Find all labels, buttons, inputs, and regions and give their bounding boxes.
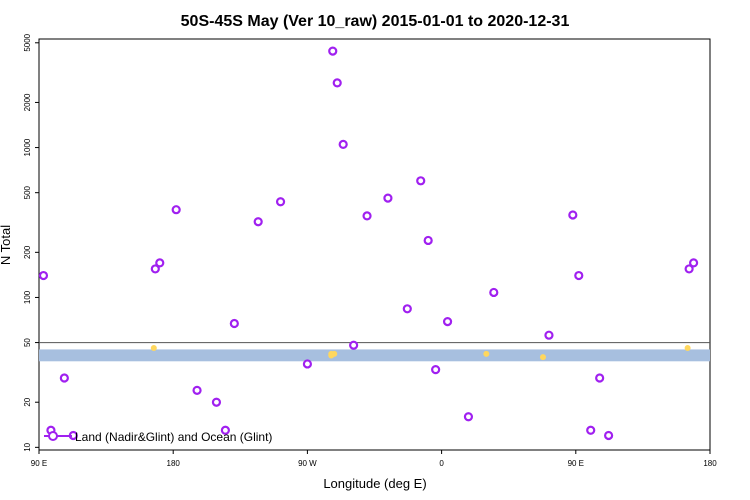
data-point-minor (539, 354, 546, 361)
y-tick-label: 20 (23, 397, 32, 406)
data-point (383, 193, 393, 203)
data-point (192, 385, 202, 395)
y-tick-label: 2000 (23, 93, 32, 111)
data-point (688, 258, 699, 268)
x-tick-label: 90 W (298, 459, 317, 468)
x-tick-label: 180 (703, 459, 717, 468)
y-tick-label: 50 (23, 338, 32, 347)
y-tick-label: 100 (23, 290, 32, 304)
data-point (253, 217, 263, 227)
data-point (155, 258, 165, 268)
data-point-minor (150, 345, 157, 352)
data-point (402, 304, 412, 314)
x-axis-label: Longitude (deg E) (323, 476, 426, 491)
y-tick-label: 200 (23, 245, 32, 259)
points-layer (38, 46, 699, 441)
data-point (604, 430, 614, 441)
legend-marker-swatch (48, 431, 58, 441)
data-point (59, 373, 69, 383)
y-tick-label: 500 (23, 185, 32, 199)
data-point (586, 425, 596, 435)
plot-frame (38, 38, 711, 451)
data-point (338, 139, 348, 149)
y-axis: 10 20 50 100 200 500 1000 2000 5000 (23, 33, 39, 452)
data-point (211, 397, 222, 407)
data-point (229, 318, 239, 329)
data-point (416, 176, 426, 186)
band-layer (39, 349, 710, 362)
data-point (38, 270, 49, 281)
y-tick-label: 5000 (23, 33, 32, 51)
x-tick-label: 90 E (31, 459, 47, 468)
data-point (349, 340, 359, 350)
data-point (684, 264, 694, 274)
data-point (544, 330, 554, 340)
data-point-minor (328, 352, 335, 359)
x-axis: 90 E 180 90 W 0 90 E 180 (31, 450, 717, 468)
data-point (595, 373, 605, 383)
y-tick-label: 10 (23, 442, 32, 451)
shaded-band (39, 349, 710, 362)
data-point (328, 46, 338, 56)
data-point (489, 287, 499, 298)
data-point (275, 197, 286, 207)
data-point (302, 359, 312, 369)
data-point (431, 365, 441, 375)
x-tick-label: 90 E (568, 459, 584, 468)
data-point (574, 270, 584, 281)
legend: Land (Nadir&Glint) and Ocean (Glint) (44, 430, 272, 444)
data-point (171, 205, 181, 215)
data-point (463, 412, 474, 422)
data-point-minor (483, 350, 490, 357)
data-point (442, 317, 453, 327)
data-point (568, 210, 578, 220)
y-tick-label: 1000 (23, 138, 32, 156)
x-tick-label: 0 (439, 459, 444, 468)
data-point (332, 78, 342, 88)
x-tick-label: 180 (167, 459, 181, 468)
y-axis-label: N Total (0, 225, 13, 265)
data-point (150, 264, 160, 274)
legend-label: Land (Nadir&Glint) and Ocean (Glint) (75, 430, 272, 444)
chart-title: 50S-45S May (Ver 10_raw) 2015-01-01 to 2… (181, 13, 570, 30)
data-point (423, 235, 433, 246)
data-point (362, 211, 372, 221)
data-point (220, 425, 230, 435)
data-point-minor (684, 345, 691, 352)
